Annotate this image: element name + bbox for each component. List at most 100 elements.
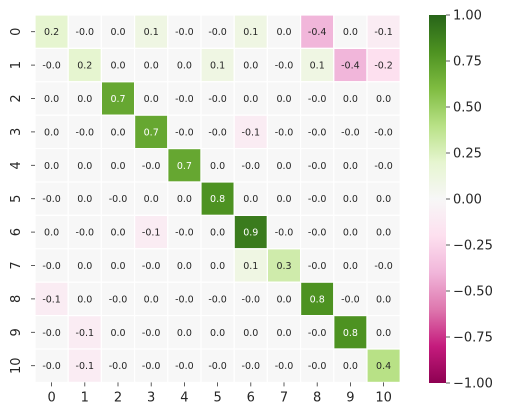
cell-value-label: -0.0 xyxy=(242,161,261,172)
cell-value-label: 0.9 xyxy=(243,228,258,239)
cell-value-label: 0.0 xyxy=(77,294,92,305)
cell-value-label: -0.0 xyxy=(175,27,194,38)
y-tick-label: 4 xyxy=(9,161,24,169)
heatmap-cell xyxy=(100,281,136,317)
cell-value-label: 0.0 xyxy=(44,228,59,239)
x-tick-label: 2 xyxy=(114,390,122,405)
heatmap-cell xyxy=(67,148,102,183)
cell-value-label: 0.0 xyxy=(243,194,258,205)
heatmap-cell xyxy=(366,348,401,384)
heatmap-cell xyxy=(100,114,136,150)
x-tick-label: 1 xyxy=(81,390,89,405)
heatmap-cell xyxy=(233,281,268,317)
cell-value-label: -0.0 xyxy=(76,228,95,239)
y-tick-label: 8 xyxy=(9,295,24,303)
cell-value-label: 0.0 xyxy=(210,261,225,272)
cell-value-label: 0.0 xyxy=(243,328,258,339)
cell-value-label: 0.0 xyxy=(77,94,92,105)
cell-value-label: -0.0 xyxy=(175,94,194,105)
x-tick-label: 8 xyxy=(313,390,321,405)
x-axis: 0 1 2 3 4 5 6 7 8 9 10 xyxy=(47,382,392,405)
cell-value-label: -0.0 xyxy=(374,127,393,138)
y-tick-label: 7 xyxy=(9,261,24,269)
x-tick-label: 9 xyxy=(346,390,354,405)
heatmap-cell xyxy=(266,248,302,283)
cell-value-label: -0.0 xyxy=(308,261,327,272)
cell-value-label: 0.0 xyxy=(110,61,125,72)
cell-value-label: -0.0 xyxy=(42,61,61,72)
cell-value-label: 0.0 xyxy=(343,228,358,239)
cell-value-label: -0.0 xyxy=(42,261,61,272)
cell-value-label: 0.0 xyxy=(177,194,192,205)
heatmap-cell xyxy=(366,47,401,83)
cell-value-label: 0.0 xyxy=(343,261,358,272)
cell-value-label: -0.0 xyxy=(308,228,327,239)
cell-value-label: 0.7 xyxy=(144,127,159,138)
colorbar-tick-label: 0.50 xyxy=(453,101,482,116)
heatmap-cell xyxy=(366,248,401,283)
cell-value-label: 0.8 xyxy=(210,194,225,205)
cell-value-label: -0.0 xyxy=(42,361,61,372)
heatmap-cell xyxy=(167,47,202,83)
x-tick-label: 10 xyxy=(375,390,392,405)
y-tick-label: 0 xyxy=(9,28,24,36)
heatmap-cell xyxy=(300,81,335,116)
heatmap-cell xyxy=(167,315,202,350)
y-tick-label: 10 xyxy=(9,357,24,374)
cell-value-label: 0.0 xyxy=(44,161,59,172)
heatmap-cell xyxy=(34,81,69,116)
heatmap-cell xyxy=(333,148,368,183)
cell-value-label: -0.1 xyxy=(42,294,61,305)
heatmap-cell xyxy=(300,148,335,183)
cell-value-label: 0.0 xyxy=(77,161,92,172)
y-tick-label: 6 xyxy=(9,228,24,236)
cell-value-label: -0.0 xyxy=(175,127,194,138)
cell-value-label: 0.8 xyxy=(310,294,325,305)
cell-value-label: 0.0 xyxy=(276,328,291,339)
heatmap-cell xyxy=(266,14,302,50)
heatmap-cell xyxy=(200,148,235,183)
cell-value-label: -0.0 xyxy=(308,361,327,372)
heatmap-cell xyxy=(266,214,302,250)
cell-value-label: 0.1 xyxy=(144,27,159,38)
heatmap-cell xyxy=(366,281,401,317)
colorbar-tick-label: 0.25 xyxy=(453,147,482,162)
cell-value-label: 0.0 xyxy=(376,94,391,105)
x-tick-label: 0 xyxy=(47,390,55,405)
heatmap-cell xyxy=(333,248,368,283)
cell-value-label: 0.0 xyxy=(144,194,159,205)
heatmap-cell xyxy=(34,214,69,250)
heatmap-cell xyxy=(233,81,268,116)
x-tick-label: 3 xyxy=(147,390,155,405)
y-tick-label: 2 xyxy=(9,94,24,102)
cell-value-label: -0.0 xyxy=(242,361,261,372)
cell-value-label: 0.0 xyxy=(177,261,192,272)
heatmap-cell xyxy=(200,14,235,50)
cell-value-label: 0.0 xyxy=(276,194,291,205)
heatmap-cell xyxy=(366,14,401,50)
cell-value-label: 0.0 xyxy=(210,328,225,339)
cell-value-label: 0.0 xyxy=(276,94,291,105)
colorbar: 1.00 0.75 0.50 0.25 0.00 −0.25 −0.50 −0.75 −1.00 xyxy=(429,9,493,392)
cell-value-label: 0.8 xyxy=(343,328,358,339)
cell-value-label: -0.0 xyxy=(76,27,95,38)
cell-value-label: 0.0 xyxy=(110,127,125,138)
heatmap-cell xyxy=(333,47,368,83)
cell-value-label: -0.0 xyxy=(374,161,393,172)
heatmap-cell xyxy=(266,281,302,317)
cell-value-label: 0.0 xyxy=(276,294,291,305)
cell-value-label: 0.0 xyxy=(210,161,225,172)
cell-value-label: -0.0 xyxy=(308,94,327,105)
cell-value-label: 0.0 xyxy=(177,328,192,339)
cell-value-label: 0.0 xyxy=(343,161,358,172)
cell-value-label: -0.0 xyxy=(175,228,194,239)
cell-value-label: 0.4 xyxy=(376,361,391,372)
heatmap-cell xyxy=(67,348,102,384)
cell-value-label: -0.0 xyxy=(341,127,360,138)
cell-value-label: 0.0 xyxy=(343,194,358,205)
x-tick-label: 6 xyxy=(247,390,255,405)
cell-value-label: 0.0 xyxy=(376,328,391,339)
heatmap-cell-labels: 0.2 -0.0 0.0 0.1 -0.0 -0.0 0.1 0.0 -0.4 0.0 -0.1 -0… xyxy=(42,27,393,372)
cell-value-label: 0.0 xyxy=(343,94,358,105)
heatmap-cell xyxy=(134,248,169,283)
